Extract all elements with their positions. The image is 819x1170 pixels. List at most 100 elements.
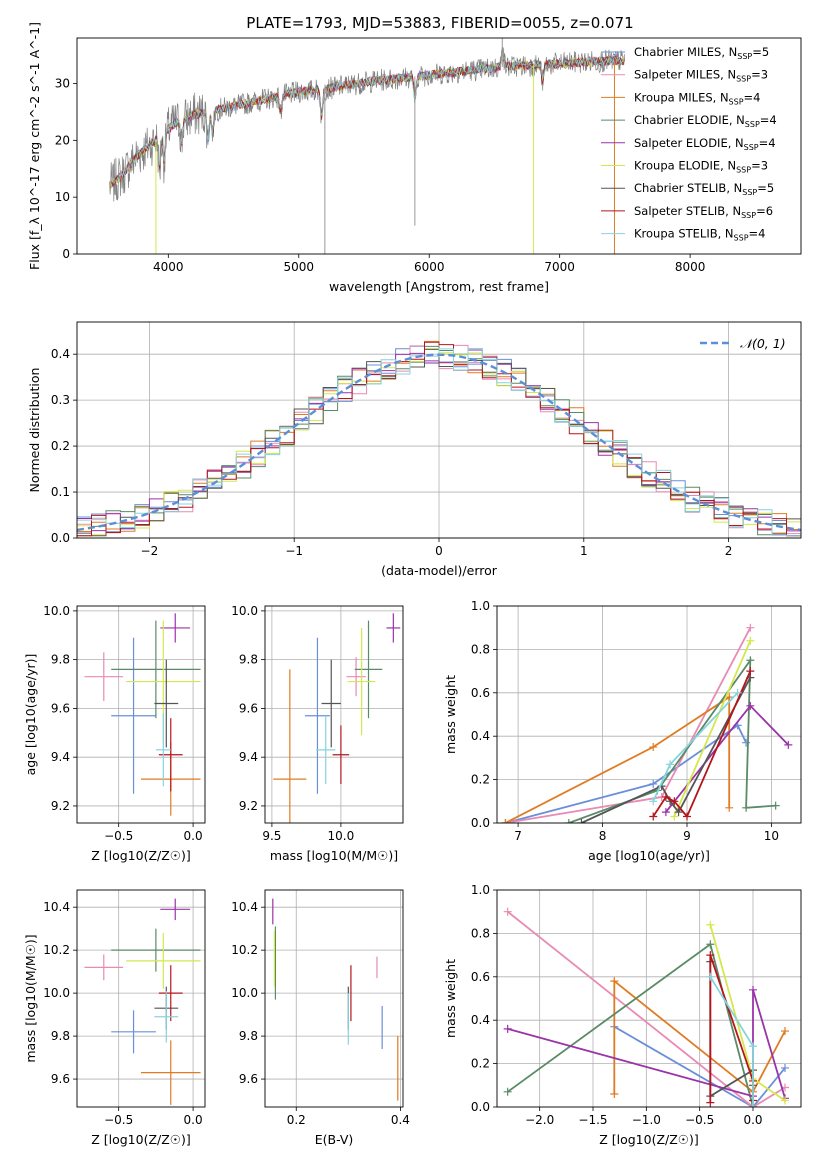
x-tick-label: −2.0 <box>525 1113 554 1127</box>
plot-area <box>109 38 625 254</box>
plus-marker <box>733 688 742 697</box>
plus-marker <box>706 1098 715 1107</box>
y-axis-label: mass weight <box>443 959 458 1038</box>
plus-marker <box>670 797 679 806</box>
weight-line <box>673 640 752 817</box>
weight-line <box>505 724 747 823</box>
y-axis-label: age [log10(age/yr)] <box>23 654 38 776</box>
normal-curve <box>77 353 801 532</box>
x-tick-label: 2 <box>725 544 733 558</box>
x-axis-label: Z [log10(Z/Z☉)] <box>91 1132 191 1147</box>
errorbar-point <box>155 713 171 787</box>
y-axis-label: Normed distribution <box>27 368 42 493</box>
errorbar-point <box>111 637 156 794</box>
x-tick-label: 8 <box>599 829 607 843</box>
plus-marker <box>503 907 512 916</box>
plus-marker <box>670 812 679 821</box>
x-tick-label: 4000 <box>153 260 184 274</box>
x-tick-label: 0.0 <box>184 1113 203 1127</box>
y-tick-label: 10.2 <box>231 943 258 957</box>
y-tick-label: 9.8 <box>239 653 258 667</box>
x-tick-label: 0.0 <box>743 1113 762 1127</box>
x-tick-label: 0.4 <box>391 1113 410 1127</box>
axes-frame <box>264 889 404 1108</box>
y-tick-label: 9.6 <box>239 1072 258 1086</box>
plus-marker <box>706 920 715 929</box>
errorbar-point <box>111 1010 156 1054</box>
x-axis-label: age [log10(age/yr)] <box>588 848 710 863</box>
y-tick-label: 0.2 <box>51 439 70 453</box>
panel-weight-vs-age: 7 8 9 10 0.0 0.2 0.4 0.6 0.8 1.0 age [log10(age/yr… <box>443 599 802 863</box>
x-axis-label: mass [log10(M/M☉)] <box>270 848 398 863</box>
plus-marker <box>661 808 670 817</box>
plot-area <box>273 613 401 823</box>
plus-marker <box>649 779 658 788</box>
errorbar-point <box>111 928 201 972</box>
plus-marker <box>706 940 715 949</box>
y-tick-label: 0.4 <box>471 1013 490 1027</box>
plot-area <box>84 613 201 816</box>
x-tick-label: 8000 <box>675 260 706 274</box>
x-axis-label: wavelength [Angstrom, rest frame] <box>329 279 549 294</box>
y-tick-label: 10.0 <box>43 986 70 1000</box>
axes-frame <box>76 37 802 255</box>
y-tick-label: 9.4 <box>51 750 70 764</box>
x-tick-label: 7 <box>514 829 522 843</box>
x-tick-label: 10.0 <box>328 829 355 843</box>
legend-label: Salpeter ELODIE, NSSP=4 <box>634 136 776 152</box>
errorbar-point <box>111 620 201 719</box>
x-tick-label: −1 <box>285 544 303 558</box>
gridlines <box>265 890 403 1107</box>
panel-residual-histogram: −2 −1 0 1 2 0.0 0.1 0.2 0.3 0.4 (data-model)/error… <box>27 321 802 578</box>
y-tick-label: 30 <box>55 76 70 90</box>
y-tick-label: 0.0 <box>471 1100 490 1114</box>
x-tick-label: −0.5 <box>104 1113 133 1127</box>
plus-marker <box>683 812 691 821</box>
y-tick-label: 0.0 <box>471 816 490 830</box>
y-tick-label: 0.2 <box>471 773 490 787</box>
plus-marker <box>771 801 780 810</box>
y-tick-label: 9.6 <box>51 701 70 715</box>
x-tick-label: 9 <box>683 829 691 843</box>
x-tick-label: 5000 <box>283 260 314 274</box>
legend: Chabrier MILES, NSSP=5 Salpeter MILES, NS… <box>601 45 777 243</box>
x-tick-label: 6000 <box>414 260 445 274</box>
observed-spectrum <box>109 49 625 202</box>
plus-marker <box>577 819 586 823</box>
x-tick-label: 0.0 <box>184 829 203 843</box>
x-tick-label: −1.0 <box>632 1113 661 1127</box>
plot-area <box>503 907 789 1107</box>
plus-marker <box>503 1087 512 1096</box>
axes-frame <box>496 605 802 824</box>
plus-marker <box>781 1063 789 1072</box>
gridlines <box>265 606 403 823</box>
legend-label: Salpeter MILES, NSSP=3 <box>634 68 768 84</box>
errorbar-point <box>126 932 201 989</box>
weight-line <box>613 979 786 1094</box>
legend-label: Kroupa MILES, NSSP=4 <box>634 90 760 106</box>
x-axis-label: E(B-V) <box>315 1132 354 1147</box>
x-tick-label: 0 <box>435 544 443 558</box>
y-tick-label: 1.0 <box>471 599 490 613</box>
plus-marker <box>725 803 734 812</box>
plus-marker <box>661 792 670 801</box>
y-tick-label: 0.4 <box>51 347 70 361</box>
errorbar-point <box>346 657 366 697</box>
plus-marker <box>610 1089 619 1098</box>
y-tick-label: 20 <box>55 133 70 147</box>
figure-title: PLATE=1793, MJD=53883, FIBERID=0055, z=0… <box>246 14 633 32</box>
y-tick-label: 9.8 <box>51 653 70 667</box>
x-tick-label: 1 <box>580 544 588 558</box>
plus-marker <box>746 667 755 676</box>
errorbar-point <box>141 1040 201 1105</box>
y-tick-label: 9.4 <box>239 750 258 764</box>
panel-mass-vs-EBV: 0.2 0.4 9.6 9.8 10.0 10.2 10.4 E(B-V) <box>231 889 410 1147</box>
legend-label: 𝒩(0, 1) <box>740 336 786 351</box>
x-tick-label: 0.2 <box>287 1113 306 1127</box>
gridlines <box>77 890 205 1107</box>
histogram-step <box>77 341 801 537</box>
panel-age-vs-mass: 9.5 10.0 9.2 9.4 9.6 9.8 10.0 mass [log10(M/M☉)… <box>231 604 404 863</box>
plus-marker <box>649 797 658 806</box>
x-tick-label: −1.5 <box>578 1113 607 1127</box>
